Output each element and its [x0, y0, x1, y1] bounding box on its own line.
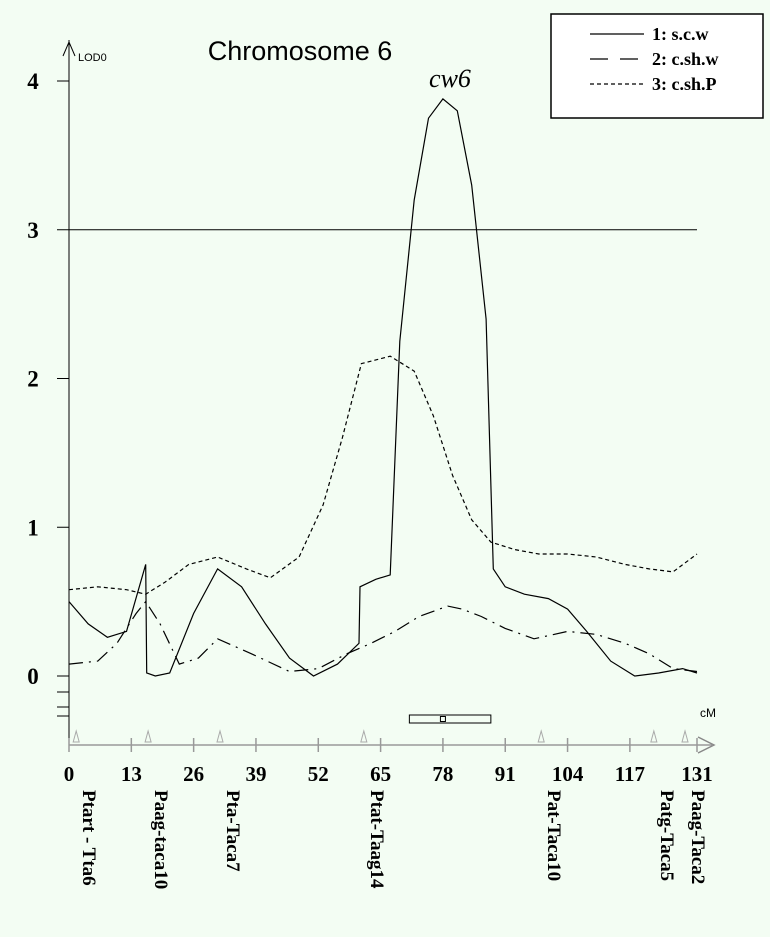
- x-tick-label: 78: [432, 762, 453, 786]
- x-axis-label: cM: [700, 706, 716, 720]
- y-tick-label: 1: [27, 515, 39, 540]
- x-tick-label: 26: [183, 762, 204, 786]
- legend-entry: 3: c.sh.P: [652, 74, 717, 94]
- y-tick-label: 4: [27, 69, 39, 94]
- legend: 1: s.c.w 2: c.sh.w 3: c.sh.P: [550, 13, 764, 119]
- x-tick-label: 104: [552, 762, 584, 786]
- x-tick-label: 0: [64, 762, 75, 786]
- x-ticks: 0 13 26 39 52 65 78 91 104 117 131: [64, 738, 713, 786]
- legend-entry: 2: c.sh.w: [652, 49, 719, 69]
- x-tick-label: 131: [681, 762, 713, 786]
- marker-label: Paag-Taca2: [687, 790, 708, 884]
- x-tick-label: 39: [245, 762, 266, 786]
- series-lines: [68, 98, 698, 677]
- marker-triangle: [650, 729, 658, 743]
- marker-triangle: [537, 729, 545, 743]
- qtl-annotation: cw6: [429, 64, 471, 93]
- x-axis-arrow: [697, 736, 716, 754]
- series-line: [68, 355, 698, 595]
- marker-triangle: [144, 729, 152, 743]
- y-axis-arrow: [62, 40, 76, 57]
- marker-label: Pat-Taca10: [543, 790, 564, 881]
- marker-triangle: [360, 729, 368, 743]
- marker-label: Patg-Taca5: [656, 790, 677, 881]
- marker-label: Ptat-Taag14: [366, 790, 387, 889]
- marker-triangle: [681, 729, 689, 743]
- legend-entry: 1: s.c.w: [652, 24, 709, 44]
- confidence-interval-bar: [408, 714, 492, 724]
- y-axis-label: LOD0: [78, 52, 107, 64]
- x-tick-label: 91: [495, 762, 516, 786]
- x-tick-label: 117: [615, 762, 645, 786]
- marker-label: Ptart - Tta6: [78, 790, 99, 886]
- marker-label: Paag-taca10: [150, 790, 171, 889]
- confidence-interval-peak: [439, 716, 446, 722]
- x-tick-label: 52: [308, 762, 329, 786]
- series-line: [68, 98, 698, 677]
- marker-triangle: [216, 729, 224, 743]
- chart-title: Chromosome 6: [208, 36, 393, 66]
- x-tick-label: 13: [121, 762, 142, 786]
- y-tick-label: 0: [27, 664, 39, 689]
- series-line: [68, 600, 698, 673]
- y-tick-label: 3: [27, 218, 39, 243]
- y-ticks: 0 1 2 3 4: [27, 69, 69, 689]
- x-tick-label: 65: [370, 762, 391, 786]
- marker-triangle: [72, 729, 80, 743]
- y-tick-label: 2: [27, 367, 39, 392]
- legend-box: [550, 13, 764, 119]
- marker-label: Pta-Taca7: [222, 790, 243, 872]
- marker-labels: Ptart - Tta6 Paag-taca10 Pta-Taca7 Ptat-Taa…: [72, 729, 708, 889]
